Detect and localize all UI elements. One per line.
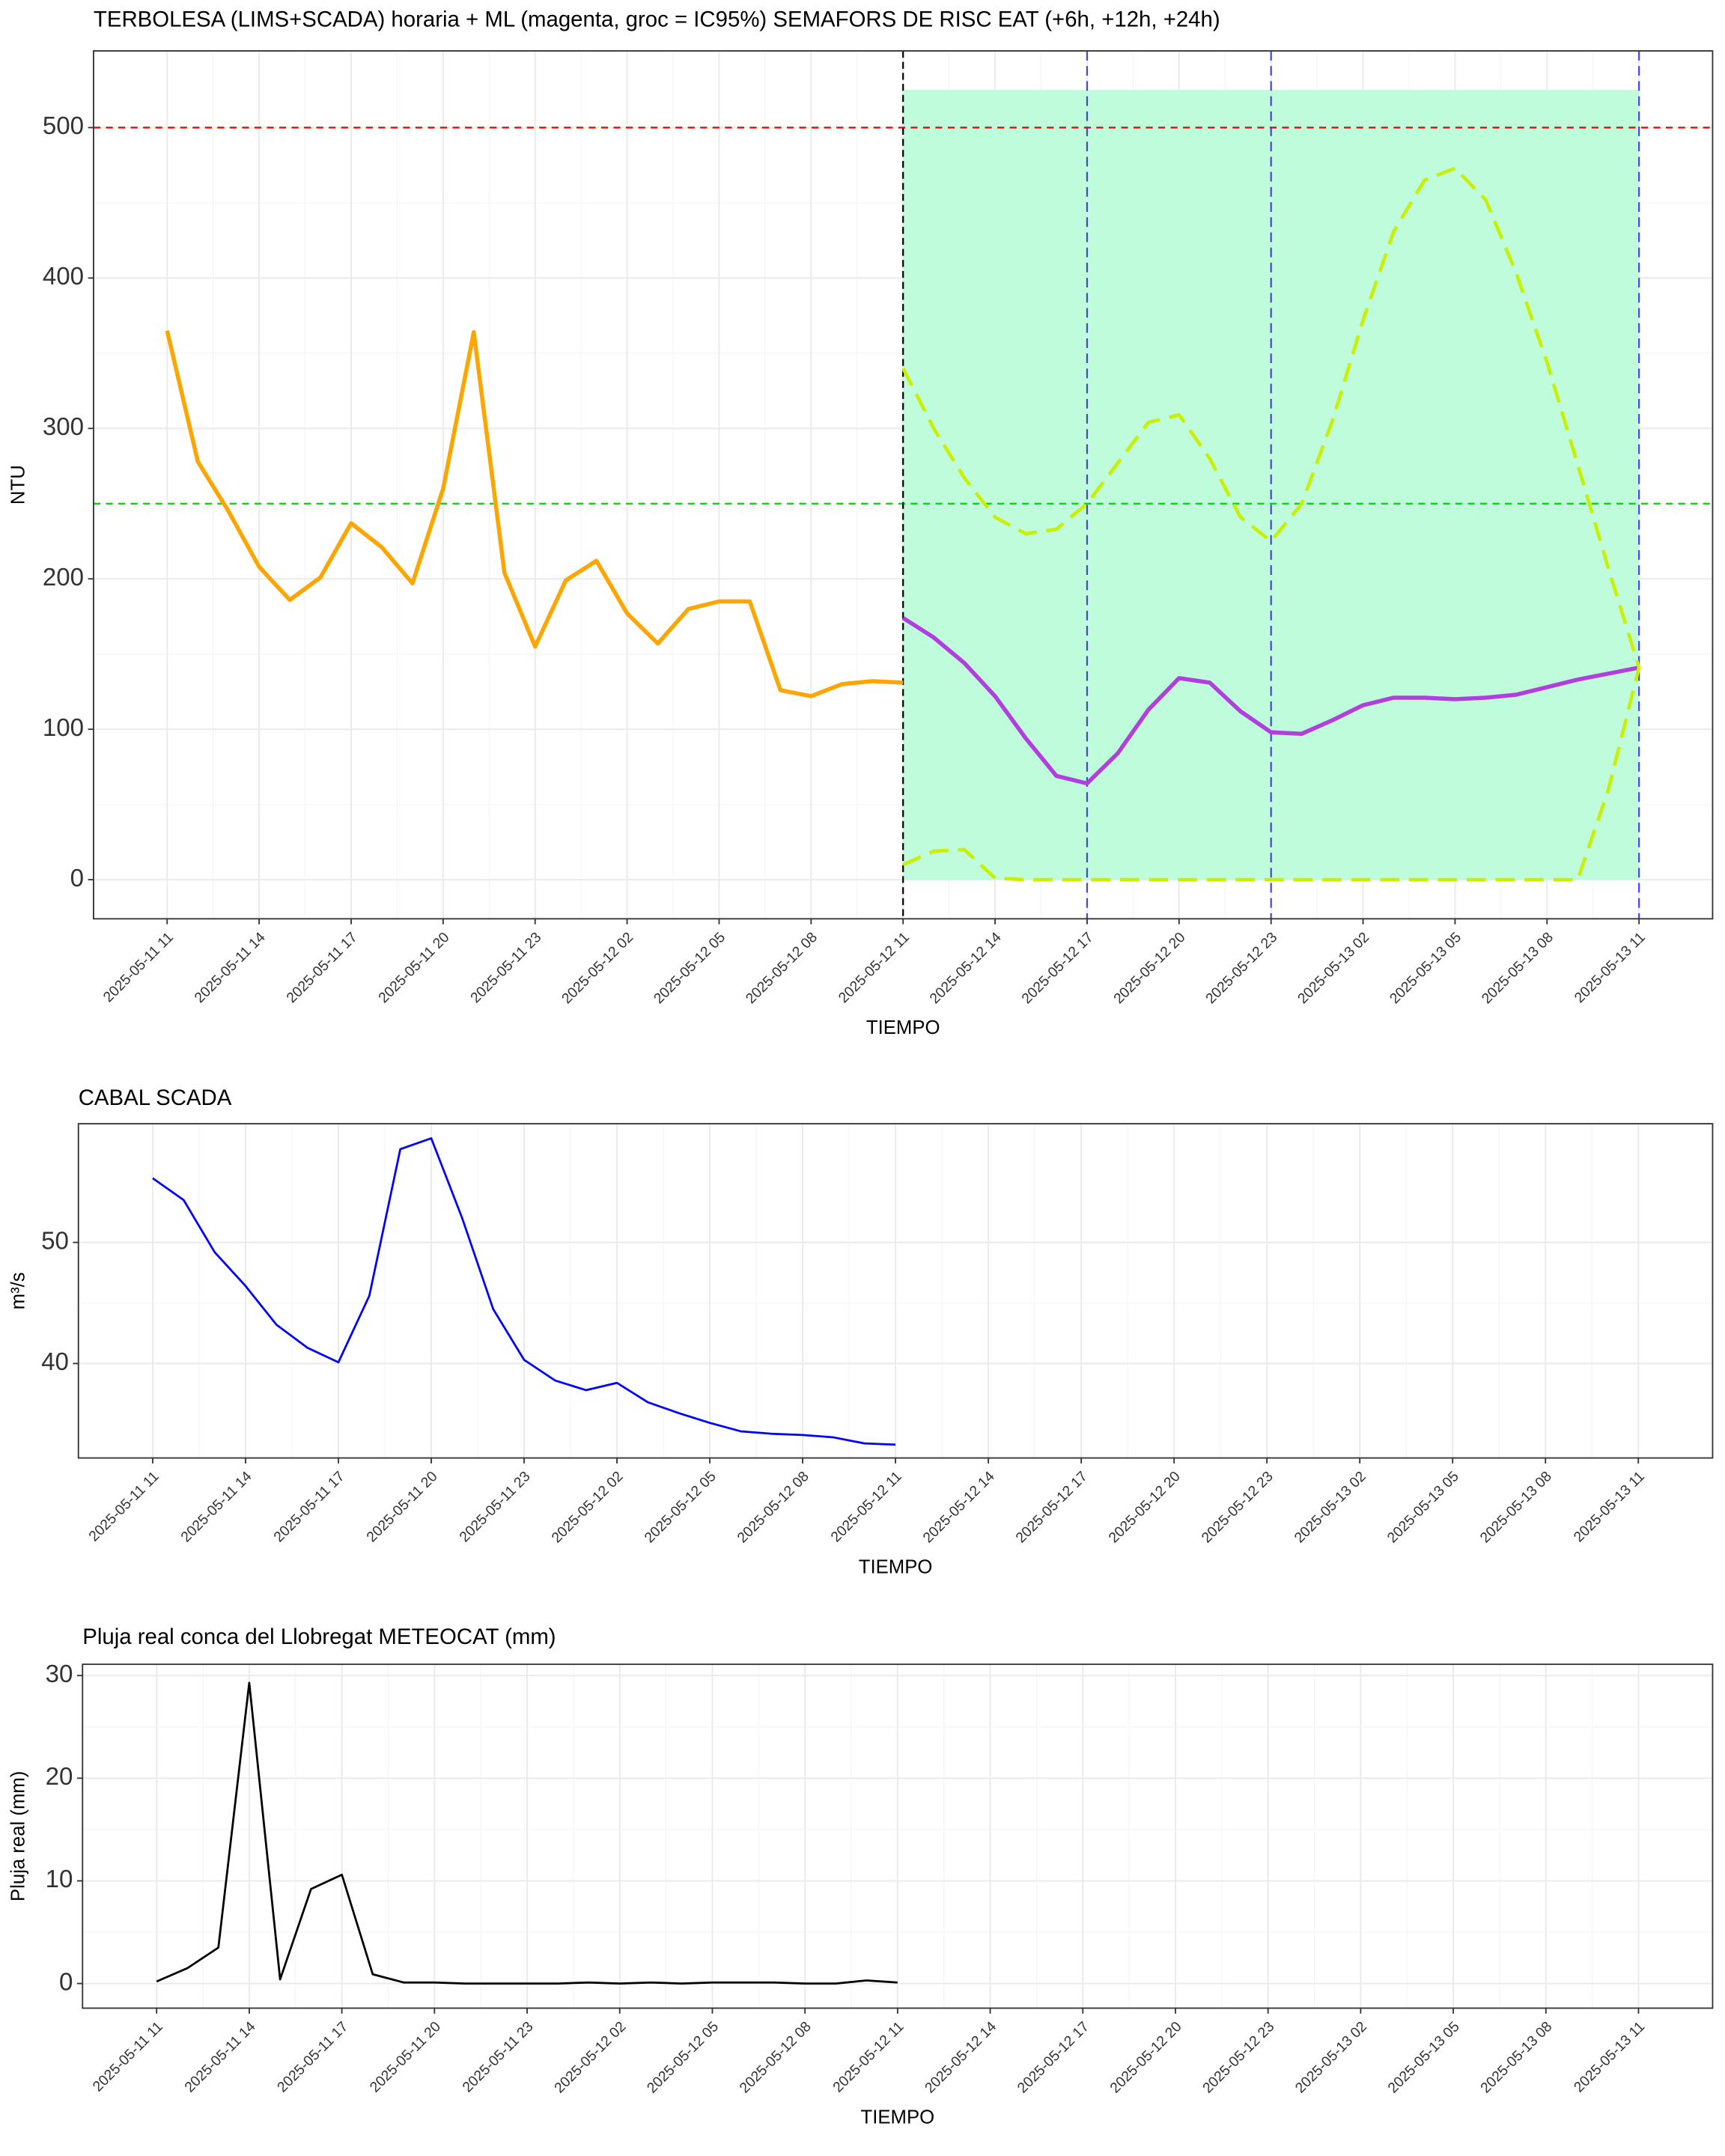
y-axis-label: NTU [8, 465, 29, 505]
y-tick-label: 400 [43, 263, 84, 290]
chart-title: CABAL SCADA [79, 1085, 232, 1110]
x-tick-label: 2025-05-12 11 [836, 930, 913, 1007]
y-tick-label: 20 [46, 1763, 73, 1791]
x-tick-label: 2025-05-12 05 [651, 930, 729, 1008]
panel-border [77, 1123, 1714, 1459]
x-tick-label: 2025-05-12 17 [1019, 930, 1097, 1008]
x-tick-label: 2025-05-11 23 [457, 1469, 534, 1546]
x-tick-label: 2025-05-12 02 [559, 930, 637, 1008]
x-tick-label: 2025-05-11 20 [376, 930, 453, 1007]
x-tick-label: 2025-05-12 20 [1106, 1469, 1184, 1547]
x-tick-label: 2025-05-11 11 [86, 1469, 162, 1545]
x-tick-label: 2025-05-12 23 [1199, 1469, 1277, 1547]
y-tick-label: 200 [43, 564, 84, 591]
y-tick-label: 0 [59, 1968, 73, 1996]
series-line [901, 166, 1641, 669]
x-tick-label: 2025-05-11 17 [284, 930, 361, 1007]
x-tick-label: 2025-05-13 05 [1387, 930, 1465, 1008]
x-tick-label: 2025-05-12 17 [1013, 1469, 1091, 1547]
y-tick-label: 500 [43, 112, 84, 140]
x-tick-label: 2025-05-12 02 [549, 1469, 627, 1547]
x-tick-label: 2025-05-12 11 [828, 1469, 905, 1546]
x-tick-label: 2025-05-12 05 [645, 2019, 722, 2097]
y-tick-label: 40 [41, 1348, 69, 1376]
x-tick-label: 2025-05-12 20 [1111, 930, 1189, 1008]
x-tick-label: 2025-05-12 05 [642, 1469, 719, 1547]
y-axis-label: Pluja real (mm) [8, 1771, 29, 1901]
series-line [902, 667, 1641, 882]
y-tick-label: 30 [46, 1660, 73, 1688]
x-tick-label: 2025-05-11 14 [182, 2019, 259, 2096]
panel-border [93, 50, 1714, 920]
x-tick-label: 2025-05-12 08 [734, 1469, 812, 1547]
chart-title: TERBOLESA (LIMS+SCADA) horaria + ML (mag… [94, 7, 1220, 31]
x-axis-label: TIEMPO [866, 1017, 940, 1038]
chart-title: Pluja real conca del Llobregat METEOCAT … [82, 1624, 556, 1649]
x-tick-label: 2025-05-12 23 [1203, 930, 1281, 1008]
chart-panel: 2025-05-11 11 2025-05-11 14 2025-05-11 17 2… [8, 7, 1714, 1038]
x-tick-label: 2025-05-12 17 [1014, 2019, 1092, 2097]
panel-border [82, 1663, 1714, 2009]
x-axis-label: TIEMPO [859, 1556, 933, 1577]
x-tick-label: 2025-05-11 14 [192, 929, 269, 1006]
x-tick-label: 2025-05-11 23 [460, 2019, 537, 2096]
x-tick-label: 2025-05-13 11 [1571, 1469, 1648, 1546]
series-line [165, 329, 904, 698]
x-tick-label: 2025-05-13 08 [1478, 2019, 1556, 2097]
x-tick-label: 2025-05-12 08 [737, 2019, 815, 2097]
x-axis-label: TIEMPO [861, 2107, 935, 2128]
x-tick-label: 2025-05-11 17 [275, 2019, 352, 2096]
y-tick-label: 10 [46, 1866, 73, 1893]
x-tick-label: 2025-05-13 05 [1384, 1469, 1462, 1547]
x-tick-label: 2025-05-13 08 [1479, 930, 1557, 1008]
x-tick-label: 2025-05-12 20 [1107, 2019, 1185, 2097]
chart-panel: 2025-05-11 11 2025-05-11 14 2025-05-11 17 2… [8, 1085, 1714, 1577]
y-axis-label: m³/s [8, 1272, 29, 1309]
x-tick-label: 2025-05-11 23 [468, 930, 545, 1007]
x-tick-label: 2025-05-12 23 [1200, 2019, 1278, 2097]
x-tick-label: 2025-05-11 17 [271, 1469, 348, 1546]
chart-panel: 2025-05-11 11 2025-05-11 14 2025-05-11 17 2… [8, 1624, 1714, 2128]
x-tick-label: 2025-05-13 08 [1477, 1469, 1555, 1547]
x-tick-label: 2025-05-13 02 [1295, 930, 1373, 1008]
y-tick-label: 50 [41, 1227, 69, 1255]
y-tick-label: 0 [70, 865, 84, 892]
x-tick-label: 2025-05-13 11 [1572, 2019, 1649, 2096]
series-line [156, 1681, 898, 1985]
x-tick-label: 2025-05-13 02 [1292, 2019, 1370, 2097]
x-tick-label: 2025-05-12 14 [920, 1469, 998, 1547]
y-tick-label: 300 [43, 413, 84, 441]
y-tick-label: 100 [43, 714, 84, 742]
x-tick-label: 2025-05-12 11 [830, 2019, 907, 2096]
x-tick-label: 2025-05-11 20 [367, 2019, 444, 2096]
x-tick-label: 2025-05-11 14 [178, 1469, 255, 1546]
x-tick-label: 2025-05-12 08 [743, 930, 821, 1008]
x-tick-label: 2025-05-13 05 [1385, 2019, 1463, 2097]
series-line [152, 1137, 896, 1446]
x-tick-label: 2025-05-11 11 [100, 930, 177, 1006]
x-tick-label: 2025-05-11 20 [364, 1469, 441, 1546]
series-line [901, 616, 1640, 786]
x-tick-label: 2025-05-11 11 [90, 2019, 166, 2095]
x-tick-label: 2025-05-12 14 [922, 2019, 1000, 2097]
x-tick-label: 2025-05-13 11 [1572, 930, 1649, 1007]
x-tick-label: 2025-05-12 02 [552, 2019, 630, 2097]
x-tick-label: 2025-05-13 02 [1292, 1469, 1369, 1547]
x-tick-label: 2025-05-12 14 [927, 929, 1005, 1007]
